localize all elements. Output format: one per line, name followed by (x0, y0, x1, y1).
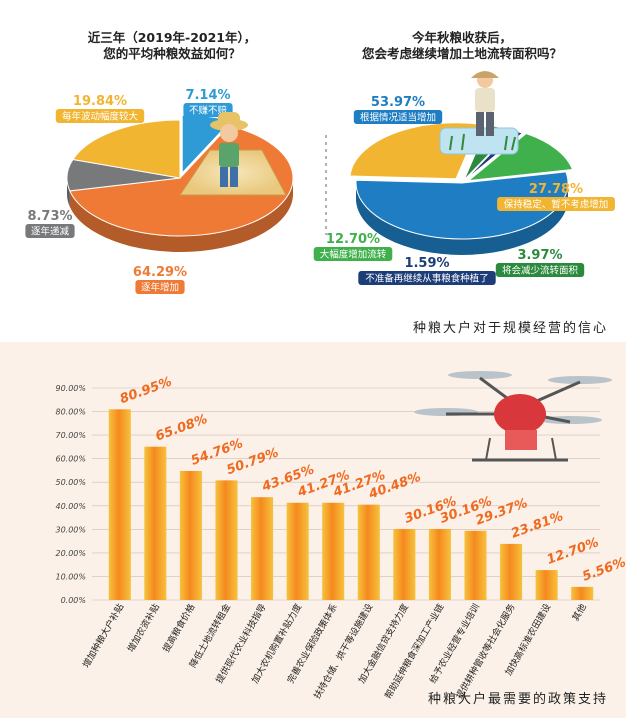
bar-category-label: 帮助延伸粮食深加工产业链 (382, 602, 446, 702)
bar-value-label: 65.08% (154, 412, 210, 445)
bar (179, 471, 202, 600)
bar-y-tick-label: 50.00% (55, 478, 86, 487)
pie-category-tag (495, 263, 585, 277)
right-pie-chart: 53.97% 根据情况适当增加 27.78% 保持稳定、暂不考虑增加 3.97% 将会减少… (313, 95, 615, 285)
bar-y-tick-label: 60.00% (55, 455, 86, 464)
left-pie-title-line1: 近三年（2019年-2021年）， (88, 30, 257, 45)
bar-y-tick-label: 10.00% (55, 572, 86, 581)
pie-value-label: 27.78% (529, 182, 583, 197)
bar (357, 504, 380, 600)
bar (535, 570, 558, 600)
bar-category-label: 增加种粮大户补贴 (80, 602, 126, 670)
bar-category-label: 提高粮食价格 (160, 602, 197, 655)
pie-category-label: 逐年递减 (31, 226, 70, 238)
bar-y-tick-label: 20.00% (55, 549, 86, 558)
pie-category-tag (313, 247, 393, 261)
pie-category-tag (25, 224, 75, 238)
bar-value-label: 5.56% (580, 555, 626, 585)
bar (393, 528, 416, 600)
pie-slice-side (356, 183, 568, 255)
bar-category-label: 提供耕种管收等社会化服务 (453, 602, 517, 702)
pie-value-label: 8.73% (27, 209, 72, 224)
pie-value-label: 3.97% (517, 248, 562, 263)
pie-slice-side (69, 178, 293, 252)
pie-value-label: 64.29% (133, 265, 187, 280)
bar-y-tick-label: 90.00% (55, 384, 86, 393)
pie-slice (466, 132, 574, 182)
pie-value-label: 12.70% (326, 232, 380, 247)
pie-slice (72, 119, 181, 179)
pie-value-label: 53.97% (371, 95, 425, 110)
bar (108, 409, 131, 600)
bar-y-tick-label: 70.00% (55, 431, 86, 440)
bar-category-label: 增加农资补贴 (125, 602, 162, 655)
pie-category-label: 保持稳定、暂不考虑增加 (504, 199, 609, 211)
drone-illustration (414, 371, 612, 462)
pie-category-label: 大幅度增加流转 (320, 249, 387, 261)
pie-value-label: 7.14% (185, 88, 230, 103)
top-caption: 种粮大户对于规模经营的信心 (413, 320, 608, 336)
bar-value-label: 80.95% (118, 374, 174, 407)
left-pie-title-line2: 您的平均种粮效益如何？ (103, 46, 241, 61)
bar-chart-bars: 80.95%增加种粮大户补贴65.08%增加农资补贴54.76%提高粮食价格50… (80, 374, 626, 701)
bar-category-label: 扶持仓储、烘干等设施建设 (311, 602, 375, 702)
pie-category-tag (353, 110, 443, 124)
right-pie-title-line2: 您会考虑继续增加土地流转面积吗？ (362, 46, 562, 61)
bar (428, 528, 451, 600)
bar-y-tick-label: 80.00% (55, 408, 86, 417)
pie-category-tag (358, 271, 496, 285)
bar (251, 497, 274, 600)
bottom-caption: 种粮大户最需要的政策支持 (428, 691, 608, 707)
pie-category-tag (135, 280, 185, 294)
bar-y-tick-label: 40.00% (55, 502, 86, 511)
pie-category-label: 每年波动幅度较大 (62, 111, 139, 123)
bar (144, 446, 167, 600)
pie-category-label: 将会减少流转面积 (502, 265, 579, 277)
pie-category-label: 不赚不赔 (189, 105, 228, 117)
farmer-illustration-left (179, 112, 287, 196)
bar-y-tick-label: 30.00% (55, 525, 86, 534)
pie-category-tag (55, 109, 145, 123)
bar-chart-svg: 0.00% 10.00% 20.00% 30.00% 40.00% 50.00% 60.00… (55, 371, 626, 707)
bar-chart-panel: 0.00% 10.00% 20.00% 30.00% 40.00% 50.00% 60.00… (0, 342, 626, 718)
pie-value-label: 1.59% (404, 256, 449, 271)
bar-y-tick-label: 0.00% (61, 596, 86, 605)
pie-charts-panel: 近三年（2019年-2021年）， 您的平均种粮效益如何？ 今年秋粮收获后， 您… (0, 0, 626, 342)
bar (322, 502, 345, 600)
pie-category-label: 逐年增加 (141, 282, 179, 294)
bar (500, 543, 523, 600)
pie-category-tag (497, 197, 615, 211)
pie-value-label: 19.84% (73, 94, 127, 109)
pie-category-label: 根据情况适当增加 (360, 112, 436, 124)
right-pie-title-line1: 今年秋粮收获后， (411, 30, 512, 45)
bar (286, 502, 309, 600)
pie-category-label: 不准备再继续从事粮食种植了 (365, 273, 489, 285)
bar (215, 480, 238, 600)
farmer-illustration-right (439, 71, 519, 155)
bar (464, 530, 487, 600)
bar-value-label: 12.70% (545, 535, 601, 568)
bar-category-label: 其他 (569, 602, 588, 624)
pie-charts-svg: 近三年（2019年-2021年）， 您的平均种粮效益如何？ 今年秋粮收获后， 您… (25, 30, 615, 336)
bar (571, 586, 594, 600)
